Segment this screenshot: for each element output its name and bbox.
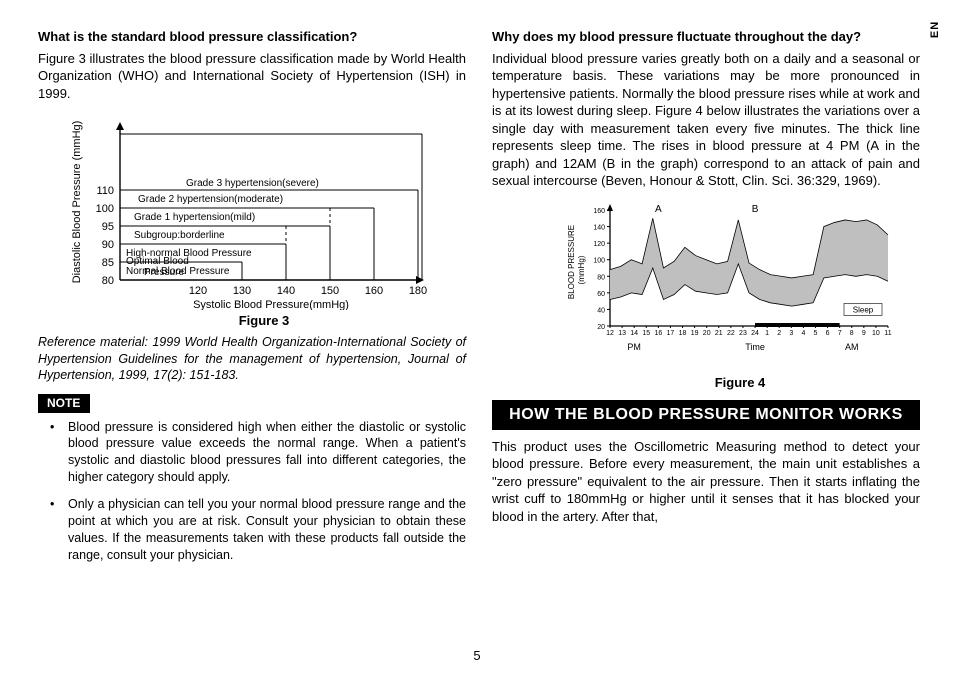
svg-text:Pressure: Pressure xyxy=(144,267,184,278)
svg-text:13: 13 xyxy=(618,330,626,337)
svg-text:60: 60 xyxy=(597,291,605,298)
figure-3-reference: Reference material: 1999 World Health Or… xyxy=(38,334,466,385)
svg-text:120: 120 xyxy=(189,285,207,297)
svg-text:Grade 1 hypertension(mild): Grade 1 hypertension(mild) xyxy=(134,212,255,223)
svg-text:23: 23 xyxy=(739,330,747,337)
page: What is the standard blood pressure clas… xyxy=(0,0,954,673)
left-column: What is the standard blood pressure clas… xyxy=(38,28,466,663)
svg-text:8: 8 xyxy=(850,330,854,337)
svg-text:19: 19 xyxy=(691,330,699,337)
right-heading: Why does my blood pressure fluctuate thr… xyxy=(492,28,920,46)
svg-text:80: 80 xyxy=(102,275,114,287)
svg-text:1: 1 xyxy=(765,330,769,337)
svg-text:B: B xyxy=(752,204,759,215)
svg-text:(mmHg): (mmHg) xyxy=(577,255,586,284)
svg-text:Grade 2 hypertension(moderate): Grade 2 hypertension(moderate) xyxy=(138,194,283,205)
notes-list: Blood pressure is considered high when e… xyxy=(38,419,466,564)
svg-text:Systolic Blood Pressure(mmHg): Systolic Blood Pressure(mmHg) xyxy=(193,299,349,310)
svg-text:16: 16 xyxy=(654,330,662,337)
right-column: Why does my blood pressure fluctuate thr… xyxy=(492,28,920,663)
svg-text:6: 6 xyxy=(826,330,830,337)
note-item: Blood pressure is considered high when e… xyxy=(68,419,466,487)
svg-text:9: 9 xyxy=(862,330,866,337)
svg-text:150: 150 xyxy=(321,285,339,297)
right-para-2: This product uses the Oscillometric Meas… xyxy=(492,438,920,526)
svg-text:Subgroup:borderline: Subgroup:borderline xyxy=(134,230,225,241)
svg-text:2: 2 xyxy=(777,330,781,337)
svg-text:10: 10 xyxy=(872,330,880,337)
svg-text:120: 120 xyxy=(593,241,605,248)
svg-text:7: 7 xyxy=(838,330,842,337)
note-block: NOTE Blood pressure is considered high w… xyxy=(38,394,466,563)
svg-text:4: 4 xyxy=(801,330,805,337)
svg-text:A: A xyxy=(655,204,662,215)
svg-text:BLOOD PRESSURE: BLOOD PRESSURE xyxy=(567,225,576,299)
figure-4-chart: 20406080100120140160BLOOD PRESSURE(mmHg)… xyxy=(560,198,900,368)
svg-text:AM: AM xyxy=(845,342,859,352)
svg-text:100: 100 xyxy=(96,203,114,215)
svg-text:18: 18 xyxy=(679,330,687,337)
svg-text:14: 14 xyxy=(630,330,638,337)
svg-text:24: 24 xyxy=(751,330,759,337)
figure-4-caption: Figure 4 xyxy=(560,374,920,392)
note-item: Only a physician can tell you your norma… xyxy=(68,496,466,564)
svg-text:160: 160 xyxy=(365,285,383,297)
svg-text:180: 180 xyxy=(409,285,427,297)
svg-text:110: 110 xyxy=(96,185,114,197)
left-intro: Figure 3 illustrates the blood pressure … xyxy=(38,50,466,103)
svg-text:PM: PM xyxy=(627,342,641,352)
svg-text:12: 12 xyxy=(606,330,614,337)
svg-text:11: 11 xyxy=(884,330,891,337)
figure-3-chart: 80 85 90 95 100 110 120 130 140 150 160 180 Systolic… xyxy=(62,110,442,310)
svg-text:17: 17 xyxy=(667,330,675,337)
figure-4: 20406080100120140160BLOOD PRESSURE(mmHg)… xyxy=(560,198,920,392)
svg-text:22: 22 xyxy=(727,330,735,337)
svg-text:Optimal Blood: Optimal Blood xyxy=(126,256,189,267)
svg-text:40: 40 xyxy=(597,307,605,314)
svg-text:160: 160 xyxy=(593,208,605,215)
svg-text:100: 100 xyxy=(593,258,605,265)
svg-text:Sleep: Sleep xyxy=(853,305,874,314)
svg-text:Time: Time xyxy=(745,342,765,352)
svg-text:5: 5 xyxy=(814,330,818,337)
svg-text:140: 140 xyxy=(277,285,295,297)
left-heading: What is the standard blood pressure clas… xyxy=(38,28,466,46)
figure-3: 80 85 90 95 100 110 120 130 140 150 160 180 Systolic… xyxy=(62,110,466,330)
language-tab: EN xyxy=(928,21,943,38)
svg-text:20: 20 xyxy=(597,324,605,331)
svg-text:Grade 3 hypertension(severe): Grade 3 hypertension(severe) xyxy=(186,178,319,189)
page-number: 5 xyxy=(0,647,954,665)
svg-text:130: 130 xyxy=(233,285,251,297)
svg-text:140: 140 xyxy=(593,224,605,231)
svg-text:15: 15 xyxy=(642,330,650,337)
svg-text:21: 21 xyxy=(715,330,723,337)
svg-text:95: 95 xyxy=(102,221,114,233)
svg-text:85: 85 xyxy=(102,257,114,269)
svg-text:3: 3 xyxy=(789,330,793,337)
figure-3-caption: Figure 3 xyxy=(62,312,466,330)
right-para: Individual blood pressure varies greatly… xyxy=(492,50,920,190)
svg-text:20: 20 xyxy=(703,330,711,337)
svg-text:80: 80 xyxy=(597,274,605,281)
section-title-bar: HOW THE BLOOD PRESSURE MONITOR WORKS xyxy=(492,400,920,430)
note-label: NOTE xyxy=(38,394,90,412)
svg-text:Diastolic Blood Pressure (mmHg: Diastolic Blood Pressure (mmHg) xyxy=(71,121,83,284)
svg-text:90: 90 xyxy=(102,239,114,251)
